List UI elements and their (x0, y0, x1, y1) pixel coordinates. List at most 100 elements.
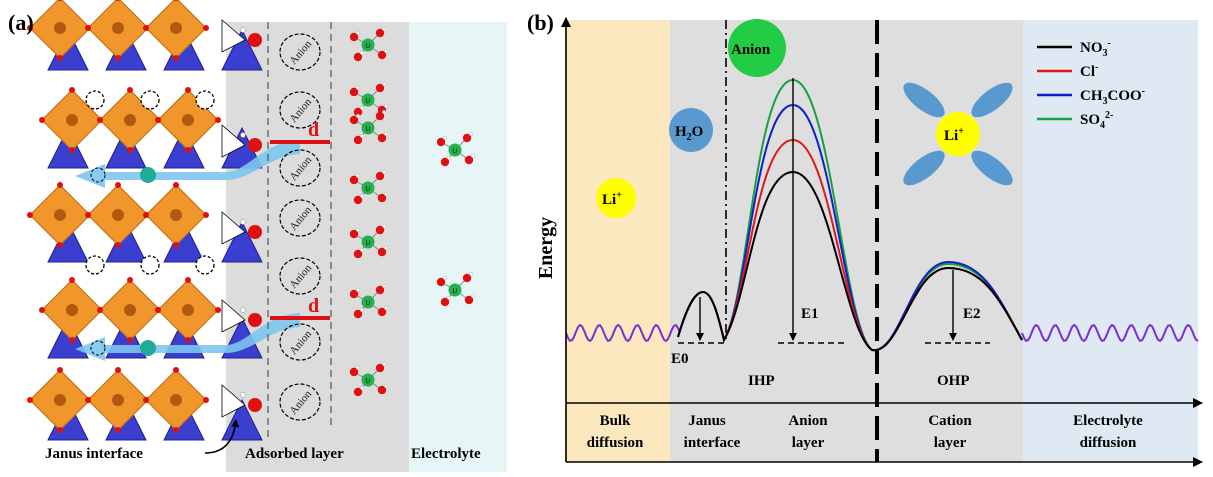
adsorbed-layer-bg (226, 22, 409, 472)
vacancy-site (140, 90, 160, 110)
svg-text:Bulk: Bulk (600, 413, 632, 429)
svg-text:layer: layer (934, 435, 967, 451)
octahedron (85, 182, 151, 248)
region-anion-layer: Anion layer (788, 413, 828, 451)
e2-label: E2 (963, 306, 981, 322)
d-distance-marker: d (270, 295, 330, 320)
e1-label: E1 (801, 306, 819, 322)
svg-text:Anion: Anion (788, 413, 828, 429)
surface-oxygen (221, 384, 262, 418)
vacancy-site (85, 90, 105, 110)
anion-bubble: Anion (728, 19, 786, 77)
legend-entry: CH3COO- (1037, 86, 1145, 107)
svg-text:d: d (308, 295, 319, 317)
svg-text:diffusion: diffusion (1080, 435, 1137, 451)
svg-text:Cl-: Cl- (1080, 62, 1098, 80)
svg-text:Li+: Li+ (602, 190, 622, 208)
bulk-wave (565, 323, 681, 343)
svg-text:CH3COO-: CH3COO- (1080, 86, 1145, 107)
d-distance-marker: d (270, 119, 330, 144)
legend: NO3- Cl- CH3COO- SO42- (1037, 38, 1145, 131)
svg-text:NO3-: NO3- (1080, 38, 1111, 59)
tetrahedron (47, 126, 89, 169)
janus-pointer-arrow (204, 419, 240, 454)
svg-text:Li: Li (366, 241, 371, 247)
octahedron (39, 277, 105, 343)
panel-b-tag: (b) (527, 10, 554, 35)
svg-text:Li: Li (453, 149, 458, 155)
energy-curves (677, 78, 1023, 352)
janus-interface-label: Janus interface (45, 446, 143, 462)
octahedron (143, 0, 209, 61)
svg-text:Cation: Cation (928, 413, 972, 429)
panel-a: AnionAnionAnionAnionAnionAnionAnionddLiL… (8, 0, 507, 472)
svg-text:Anion: Anion (731, 42, 771, 58)
energy-curve-no3 (677, 170, 1023, 352)
octahedron (155, 277, 221, 343)
hydrated-li-cluster: Li (349, 362, 389, 397)
electrolyte-diffusion-bg (1023, 20, 1198, 462)
region-janus-interface: Janus interface (684, 413, 741, 451)
e0-label: E0 (671, 351, 689, 367)
interface-layers-bg (670, 20, 1023, 462)
tetrahedron (221, 28, 263, 71)
adsorbed-layer-label: Adsorbed layer (245, 446, 344, 462)
li-diffusion-arrow (75, 140, 300, 188)
hydrated-li-cluster: Li (349, 27, 389, 62)
ihp-label: IHP (748, 373, 775, 389)
svg-text:layer: layer (792, 435, 825, 451)
surface-oxygen (221, 19, 262, 53)
svg-text:d: d (308, 119, 319, 141)
hydrated-li-cluster: Li (349, 223, 389, 259)
h2o-bubble: H2O (669, 108, 713, 152)
bulk-oscillation-waves (565, 323, 1199, 343)
tetrahedron (105, 126, 147, 169)
electrolyte-label-a: Electrolyte (411, 446, 481, 462)
surface-oxygen (221, 124, 262, 158)
octahedron (27, 182, 93, 248)
vacancy-site (195, 90, 215, 110)
li-hydrated-bubble: Li+ (903, 82, 1013, 186)
hydrated-li-cluster: Li (436, 131, 476, 167)
barrier-markers (678, 78, 990, 344)
hydrated-li-cluster: Li (349, 109, 389, 145)
octahedron (85, 367, 151, 433)
svg-text:SO42-: SO42- (1080, 110, 1113, 131)
svg-text:Li: Li (453, 289, 458, 295)
vacancy-site (195, 255, 215, 275)
crystal-structure (27, 0, 300, 441)
octahedron (97, 277, 163, 343)
svg-text:Li+: Li+ (944, 126, 964, 144)
octahedron (143, 182, 209, 248)
svg-text:Janus: Janus (688, 413, 726, 429)
svg-text:interface: interface (684, 435, 741, 451)
hydrated-li-cluster: Li (349, 284, 389, 319)
electrolyte-bg (409, 22, 507, 472)
region-electrolyte-diffusion: Electrolyte diffusion (1073, 413, 1143, 451)
y-axis-label: Energy (535, 217, 557, 279)
region-cation-layer: Cation layer (928, 413, 972, 451)
octahedron (85, 0, 151, 61)
hydrated-li-cluster: Li (349, 169, 389, 205)
li-bubble-bulk: Li+ (596, 178, 636, 218)
octahedron (27, 367, 93, 433)
surface-oxygen (221, 299, 262, 333)
svg-text:H2O: H2O (675, 124, 703, 143)
region-bulk-diffusion: Bulk diffusion (587, 413, 644, 451)
vacancy-site (140, 255, 160, 275)
ohp-label: OHP (937, 373, 970, 389)
octahedron (143, 367, 209, 433)
svg-text:Li: Li (366, 187, 371, 193)
electrolyte-wave (1021, 323, 1199, 343)
octahedron (27, 0, 93, 61)
svg-text:Li: Li (366, 99, 371, 105)
svg-text:Li: Li (366, 301, 371, 307)
panel-a-tag: (a) (8, 10, 34, 35)
legend-entry: NO3- (1037, 38, 1111, 59)
vacancy-site (85, 255, 105, 275)
tetrahedron (163, 126, 205, 169)
surface-oxygen (221, 211, 262, 245)
li-diffusion-arrow (75, 313, 300, 361)
hydrated-li-cluster: Li (436, 272, 476, 307)
svg-text:Electrolyte: Electrolyte (1073, 413, 1143, 429)
